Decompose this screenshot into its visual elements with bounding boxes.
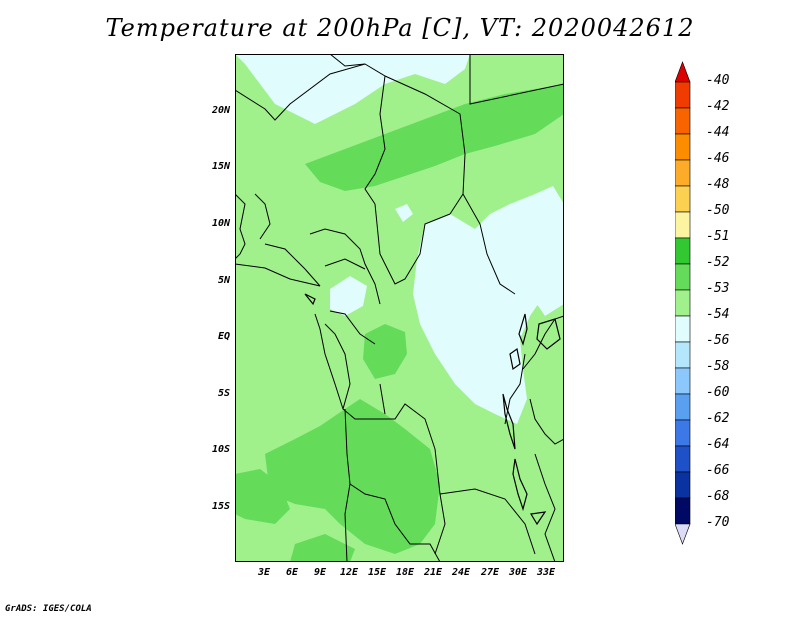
colorbar-label: -52	[706, 255, 730, 270]
colorbar-label: -70	[706, 515, 730, 530]
colorbar-label: -62	[706, 411, 730, 426]
colorbar-swatch	[675, 445, 691, 473]
lat-label-5s: 5S	[217, 388, 230, 399]
colorbar-swatch	[675, 419, 691, 447]
colorbar-swatch	[675, 263, 691, 291]
colorbar-label: -56	[706, 333, 730, 348]
colorbar-label: -68	[706, 489, 730, 504]
lon-label-12e: 12E	[339, 567, 359, 578]
lat-label-15s: 15S	[211, 501, 230, 512]
colorbar-swatch	[675, 497, 691, 525]
colorbar-upper-arrow	[675, 61, 691, 83]
temperature-map	[235, 54, 564, 562]
field-minus-52-53-south2	[235, 469, 290, 524]
colorbar-swatch	[675, 393, 691, 421]
colorbar-swatch	[675, 211, 691, 239]
map-panel	[235, 54, 564, 562]
map-frame	[235, 54, 564, 562]
chart-title: Temperature at 200hPa [C], VT: 202004261…	[105, 14, 695, 42]
country-boundaries	[235, 54, 564, 562]
colorbar-label: -50	[706, 203, 730, 218]
colorbar-lower-arrow	[675, 523, 691, 545]
field-minus-54-56-north2	[295, 54, 435, 66]
field-minus-54-56-east	[495, 214, 564, 316]
field-minus-52-53-sw	[290, 534, 355, 562]
lon-label-27e: 27E	[480, 567, 500, 578]
colorbar-label: -66	[706, 463, 730, 478]
colorbar-swatch	[675, 315, 691, 343]
colorbar-label: -46	[706, 151, 730, 166]
colorbar-label: -54	[706, 307, 730, 322]
lon-label-21e: 21E	[423, 567, 443, 578]
field-minus-52-53-south	[265, 399, 440, 554]
colorbar-label: -53	[706, 281, 730, 296]
colorbar-swatch	[675, 133, 691, 161]
colorbar-swatch	[675, 289, 691, 317]
lon-label-3e: 3E	[257, 567, 271, 578]
colorbar-swatch	[675, 237, 691, 265]
field-minus-52-53-central	[363, 324, 407, 379]
colorbar-label: -51	[706, 229, 730, 244]
colorbar-label: -58	[706, 359, 730, 374]
colorbar-swatch	[675, 367, 691, 395]
lon-label-9e: 9E	[313, 567, 327, 578]
lon-label-6e: 6E	[285, 567, 299, 578]
field-minus-54-56-west	[330, 276, 367, 316]
colorbar-label: -48	[706, 177, 730, 192]
lon-label-33e: 33E	[536, 567, 556, 578]
colorbar-label: -60	[706, 385, 730, 400]
lon-label-18e: 18E	[395, 567, 415, 578]
field-minus-52-53-north	[305, 84, 564, 191]
colorbar-label: -40	[706, 73, 730, 88]
lat-label-20n: 20N	[211, 105, 230, 116]
field-minus-54-56-blob	[395, 204, 413, 222]
colorbar-swatch	[675, 159, 691, 187]
lat-label-eq: EQ	[217, 331, 230, 342]
field-minus-54-56-north	[235, 54, 470, 124]
lat-label-10s: 10S	[211, 444, 230, 455]
lon-label-15e: 15E	[367, 567, 387, 578]
lat-label-5n: 5N	[217, 275, 230, 286]
colorbar-swatch	[675, 81, 691, 109]
lat-label-15n: 15N	[211, 161, 230, 172]
colorbar-label: -64	[706, 437, 730, 452]
colorbar-label: -44	[706, 125, 730, 140]
colorbar	[675, 61, 691, 545]
lat-label-10n: 10N	[211, 218, 230, 229]
grads-credit: GrADS: IGES/COLA	[5, 604, 92, 614]
lakes	[304, 293, 561, 526]
colorbar-swatch	[675, 185, 691, 213]
colorbar-label: -42	[706, 99, 730, 114]
colorbar-swatch	[675, 341, 691, 369]
colorbar-swatch	[675, 107, 691, 135]
colorbar-swatches	[675, 61, 691, 545]
lon-label-24e: 24E	[451, 567, 471, 578]
colorbar-swatch	[675, 471, 691, 499]
lon-label-30e: 30E	[508, 567, 528, 578]
